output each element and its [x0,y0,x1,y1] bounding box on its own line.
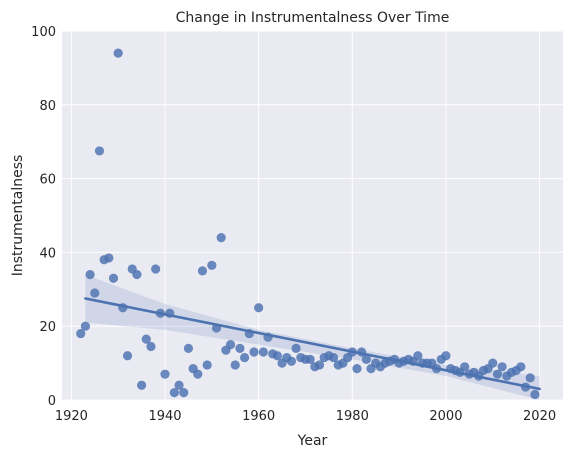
confidence-band [85,274,540,400]
data-point [235,343,245,353]
data-point [90,288,100,298]
data-point [108,273,119,283]
data-point [202,360,212,370]
regression-line [84,297,541,391]
data-point [530,389,540,400]
data-point [179,388,189,398]
data-point [460,362,470,372]
data-point [85,269,95,280]
data-point [104,253,114,263]
data-point [80,321,91,331]
data-point [76,328,86,339]
data-point [488,358,498,368]
data-point [113,48,123,58]
data-point [497,362,507,372]
data-point [291,343,301,353]
data-point [254,303,264,313]
chart-title: Change in Instrumentalness Over Time [176,10,450,26]
data-point [169,388,179,398]
data-point [136,380,147,390]
y-tick-label: 20 [39,320,56,335]
y-tick-label: 60 [39,173,56,188]
data-point [492,369,503,379]
data-point [216,233,226,243]
y-axis-label: Instrumentalness [10,155,26,277]
data-point [160,369,170,379]
data-point [286,356,297,366]
y-tick-label: 40 [39,246,56,261]
x-tick-labels: 1920 1940 1960 1980 2000 2020 [55,409,556,424]
y-tick-label: 0 [48,394,56,409]
regression-line-group [84,297,541,391]
data-point [249,347,259,357]
data-point [230,360,240,370]
data-point [94,146,105,156]
data-point [141,334,151,344]
data-point [151,264,161,274]
data-point [516,362,526,372]
x-tick-label: 1920 [55,409,88,424]
y-tick-label: 100 [31,25,56,40]
data-point [225,340,236,350]
data-point [441,351,451,361]
x-axis-label: Year [297,433,328,449]
data-point [193,369,203,379]
data-point [174,380,184,390]
data-point [197,266,208,276]
x-tick-label: 1960 [242,409,275,424]
data-point [413,351,423,361]
data-point [525,373,535,383]
x-tick-label: 2000 [429,409,462,424]
x-tick-label: 1980 [336,409,369,424]
y-tick-label: 80 [39,99,56,114]
grid-lines [62,30,563,401]
data-point [361,354,371,365]
confidence-band-area [85,274,540,400]
data-point [328,352,339,363]
data-point [272,351,282,361]
data-point [122,351,133,361]
data-point [207,260,217,270]
data-point [183,343,194,353]
data-point [305,354,315,365]
data-point [132,269,142,280]
y-tick-labels: 0 20 40 60 80 100 [31,25,56,409]
data-point [240,352,250,363]
x-tick-label: 1940 [148,409,181,424]
data-point [146,341,156,352]
x-tick-label: 2020 [523,409,556,424]
data-point [314,360,325,370]
data-point [352,364,362,374]
data-point [258,347,268,357]
